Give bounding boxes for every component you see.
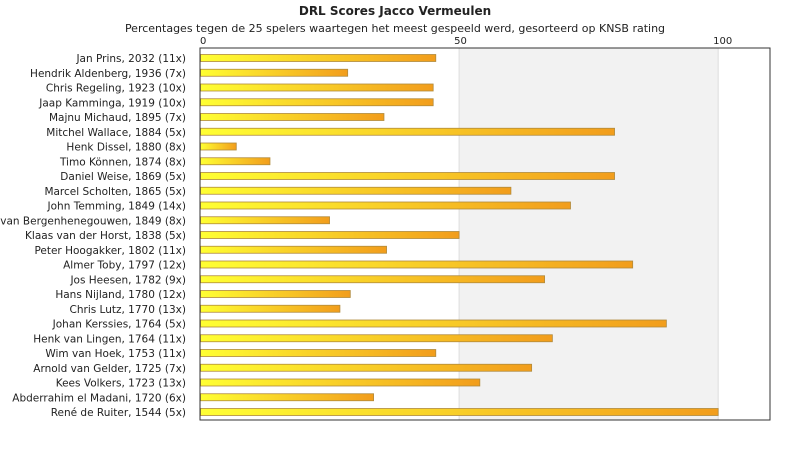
category-label: Arnold van Gelder, 1725 (7x) <box>33 363 186 375</box>
bar <box>200 68 349 77</box>
bar <box>200 363 533 372</box>
category-label: Chris Regeling, 1923 (10x) <box>46 83 186 95</box>
category-label: Majnu Michaud, 1895 (7x) <box>49 112 186 124</box>
category-label: Chris Lutz, 1770 (13x) <box>70 304 186 316</box>
category-label: Klaas van der Horst, 1838 (5x) <box>25 230 186 242</box>
category-label: John Temming, 1849 (14x) <box>47 201 186 213</box>
category-label: Henk van Lingen, 1764 (11x) <box>33 333 186 345</box>
category-label: Daniel Weise, 1869 (5x) <box>60 171 186 183</box>
bar <box>200 142 237 151</box>
x-tick-label: 0 <box>200 36 206 47</box>
category-label: Wim van Hoek, 1753 (11x) <box>45 348 186 360</box>
bar <box>200 275 545 284</box>
bar <box>200 260 634 269</box>
category-label: Hendrik Aldenberg, 1936 (7x) <box>30 68 186 80</box>
category-label: René de Ruiter, 1544 (5x) <box>51 407 186 419</box>
bar <box>200 231 460 239</box>
category-label: Jos Heesen, 1782 (9x) <box>69 274 186 286</box>
category-label: Timo Können, 1874 (8x) <box>59 156 186 168</box>
axes-border <box>199 47 771 421</box>
bar <box>200 349 437 357</box>
chart-title: DRL Scores Jacco Vermeulen <box>298 4 492 18</box>
category-label: Kees van Bergenhenegouwen, 1849 (8x) <box>0 215 186 227</box>
category-label: Almer Toby, 1797 (12x) <box>63 260 186 272</box>
bar <box>200 216 330 225</box>
category-label: Mitchel Wallace, 1884 (5x) <box>46 127 186 139</box>
bar <box>200 304 341 313</box>
bar <box>200 98 434 107</box>
plot-frame <box>199 47 771 421</box>
bar <box>200 113 385 121</box>
category-label: Peter Hoogakker, 1802 (11x) <box>34 245 186 257</box>
bar <box>200 378 481 387</box>
bar <box>200 157 271 166</box>
bar <box>200 172 615 180</box>
bar <box>200 319 667 328</box>
category-label: Johan Kerssies, 1764 (5x) <box>52 319 186 331</box>
bar <box>200 245 387 254</box>
grid-band <box>459 48 719 420</box>
bar <box>200 127 615 136</box>
bar <box>200 54 437 62</box>
category-label: Henk Dissel, 1880 (8x) <box>66 142 186 154</box>
bar <box>200 408 719 416</box>
x-tick-label: 100 <box>713 36 732 47</box>
category-label: Jaap Kamminga, 1919 (10x) <box>38 97 186 109</box>
bars <box>200 54 719 416</box>
bar <box>200 83 434 92</box>
x-tick-label: 50 <box>454 36 467 47</box>
category-label: Marcel Scholten, 1865 (5x) <box>44 186 186 198</box>
x-axis-ticks: 0 50 100 <box>200 36 732 47</box>
y-axis-labels: Jan Prins, 2032 (11x) Hendrik Aldenberg, … <box>0 53 186 419</box>
category-label: Hans Nijland, 1780 (12x) <box>55 289 186 301</box>
category-label: Kees Volkers, 1723 (13x) <box>56 378 186 390</box>
bar <box>200 201 571 210</box>
bar <box>200 290 351 298</box>
bar <box>200 186 512 195</box>
bar <box>200 334 553 343</box>
chart-subtitle: Percentages tegen de 25 spelers waartege… <box>124 22 666 35</box>
category-label: Jan Prins, 2032 (11x) <box>75 53 186 65</box>
bar <box>200 393 374 402</box>
category-label: Abderrahim el Madani, 1720 (6x) <box>12 392 186 404</box>
